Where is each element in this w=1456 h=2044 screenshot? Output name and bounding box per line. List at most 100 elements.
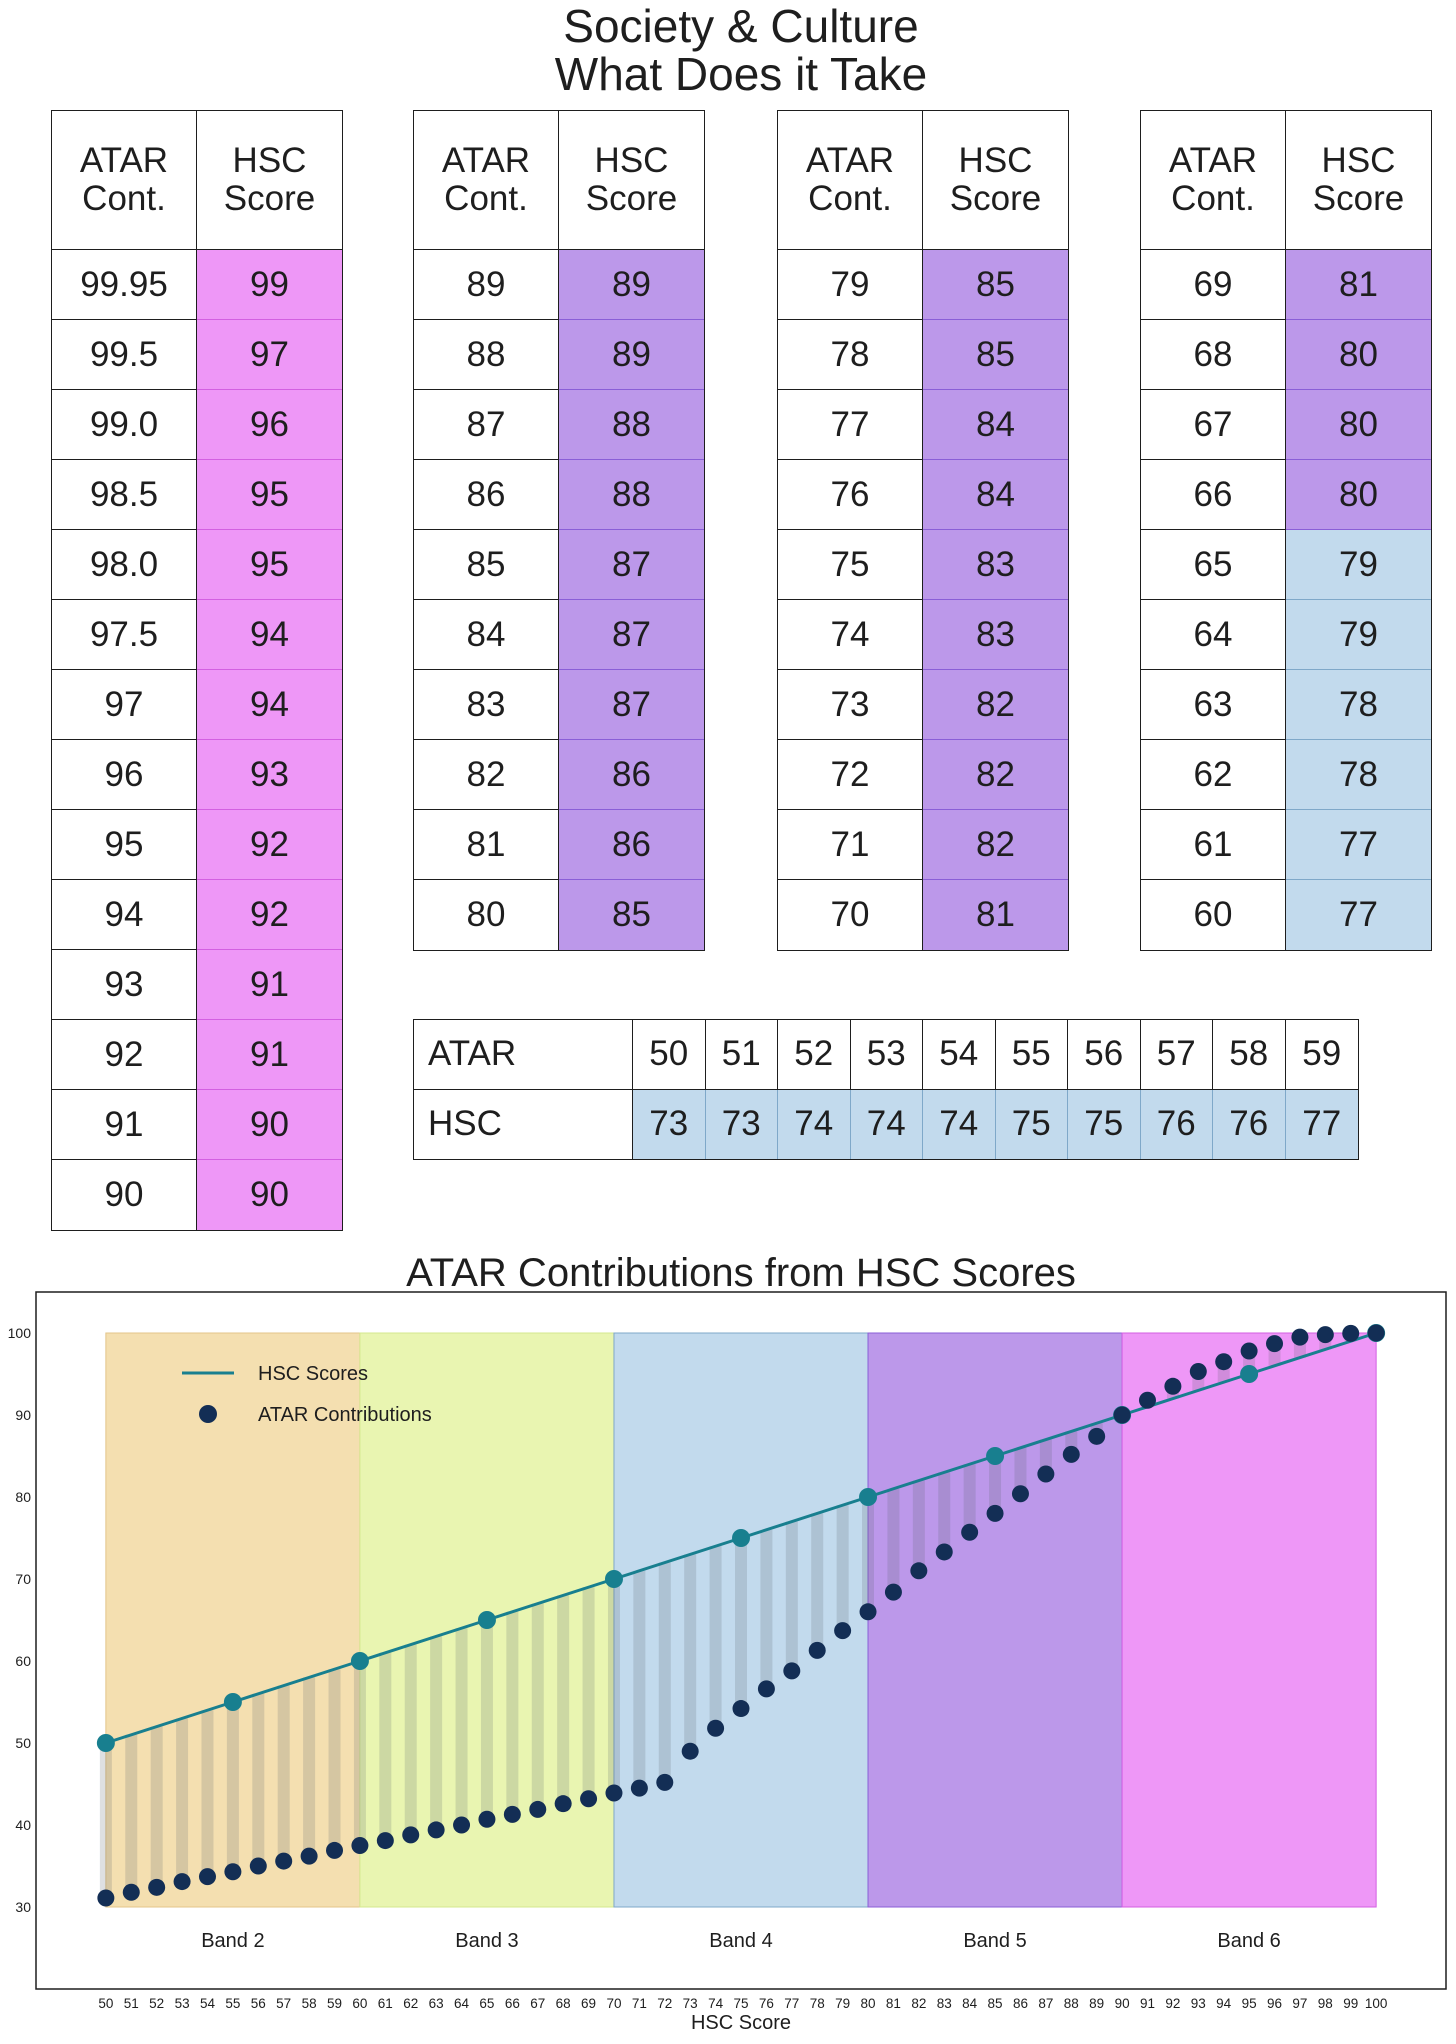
atar-contribution-dot — [503, 1805, 521, 1823]
atar-contribution-dot — [630, 1779, 648, 1797]
hsc-score-marker — [732, 1529, 750, 1547]
atar-value-cell: 59 — [1285, 1020, 1358, 1090]
hsc-score-cell: 83 — [923, 530, 1068, 600]
hsc-score-cell: 83 — [923, 600, 1068, 670]
hsc-value-cell: 77 — [1285, 1089, 1358, 1159]
header-atar-cont: ATAR Cont. — [414, 111, 559, 250]
atar-contribution-dot — [1291, 1328, 1309, 1346]
x-tick-label: 86 — [1013, 1996, 1028, 2011]
y-tick-label: 50 — [15, 1735, 31, 1751]
hsc-score-marker — [96, 1734, 115, 1752]
gap-bar — [557, 1595, 570, 1804]
atar-contribution-dot — [1189, 1363, 1207, 1381]
hsc-score-cell: 85 — [923, 320, 1068, 390]
hsc-score-cell: 78 — [1286, 670, 1431, 740]
atar-contribution-cell: 72 — [778, 740, 923, 810]
x-tick-label: 85 — [988, 1996, 1003, 2011]
x-tick-label: 100 — [1365, 1996, 1388, 2011]
band-label: Band 2 — [201, 1930, 264, 1952]
x-tick-label: 91 — [1140, 1996, 1155, 2011]
atar-contribution-dot — [859, 1603, 877, 1621]
atar-contribution-dot — [478, 1810, 496, 1828]
gap-bar — [150, 1726, 163, 1888]
x-tick-label: 64 — [454, 1996, 470, 2011]
hsc-score-marker — [1240, 1365, 1259, 1383]
hsc-score-cell: 82 — [923, 740, 1068, 810]
gap-bar — [99, 1743, 112, 1898]
y-tick-label: 40 — [15, 1817, 31, 1833]
atar-contribution-dot — [351, 1837, 369, 1854]
x-tick-label: 73 — [683, 1996, 698, 2011]
hsc-value-cell: 73 — [705, 1089, 778, 1159]
hsc-score-cell: 91 — [197, 950, 342, 1020]
atar-contribution-dot — [910, 1562, 928, 1580]
atar-contribution-dot — [1062, 1445, 1080, 1463]
gap-bar — [938, 1472, 951, 1552]
gap-bar — [506, 1611, 519, 1815]
hsc-score-cell: 84 — [923, 460, 1068, 530]
legend-label-atar-contributions: ATAR Contributions — [258, 1404, 432, 1426]
atar-contribution-cell: 94 — [52, 880, 197, 950]
atar-contribution-dot — [1088, 1427, 1106, 1445]
x-tick-label: 63 — [429, 1996, 444, 2011]
atar-contribution-cell: 99.95 — [52, 250, 197, 320]
hsc-value-cell: 76 — [1140, 1089, 1213, 1159]
x-tick-label: 50 — [98, 1996, 113, 2011]
atar-contribution-cell: 98.5 — [52, 460, 197, 530]
hsc-value-cell: 76 — [1213, 1089, 1286, 1159]
atar-contribution-dot — [1113, 1406, 1131, 1424]
legend-dot-swatch — [199, 1405, 217, 1423]
y-tick-label: 80 — [15, 1489, 31, 1505]
x-tick-label: 56 — [251, 1996, 266, 2011]
atar-value-cell: 53 — [850, 1020, 923, 1090]
gap-bar — [226, 1702, 239, 1872]
hsc-score-cell: 85 — [559, 880, 704, 950]
atar-contribution-cell: 61 — [1141, 810, 1286, 880]
hsc-score-cell: 86 — [559, 740, 704, 810]
atar-contribution-cell: 63 — [1141, 670, 1286, 740]
gap-bar — [785, 1521, 798, 1671]
hsc-score-cell: 80 — [1286, 390, 1431, 460]
hsc-score-cell: 87 — [559, 600, 704, 670]
x-tick-label: 77 — [784, 1996, 799, 2011]
hsc-score-cell: 94 — [197, 600, 342, 670]
atar-contribution-dot — [884, 1583, 902, 1601]
x-tick-label: 61 — [378, 1996, 393, 2011]
atar-contribution-dot — [935, 1543, 953, 1561]
atar-contribution-cell: 87 — [414, 390, 559, 460]
y-tick-label: 70 — [15, 1571, 31, 1587]
atar-contribution-dot — [1316, 1326, 1334, 1344]
x-tick-label: 88 — [1064, 1996, 1079, 2011]
x-tick-label: 97 — [1292, 1996, 1307, 2011]
x-tick-label: 68 — [556, 1996, 571, 2011]
atar-contribution-cell: 76 — [778, 460, 923, 530]
atar-contribution-dot — [198, 1868, 216, 1886]
x-tick-label: 54 — [200, 1996, 216, 2011]
hsc-value-cell: 75 — [1068, 1089, 1141, 1159]
y-tick-label: 100 — [8, 1325, 32, 1341]
header-hsc-score: HSC Score — [1286, 111, 1431, 250]
atar-contribution-cell: 74 — [778, 600, 923, 670]
atar-contribution-cell: 80 — [414, 880, 559, 950]
band-5-region — [867, 1332, 1123, 1908]
atar-contribution-dot — [732, 1700, 750, 1718]
atar-contribution-dot — [834, 1622, 852, 1640]
atar-contribution-cell: 85 — [414, 530, 559, 600]
x-tick-label: 60 — [352, 1996, 367, 2011]
atar-value-cell: 56 — [1068, 1020, 1141, 1090]
atar-value-cell: 51 — [705, 1020, 778, 1090]
gap-bar — [989, 1456, 1002, 1514]
atar-contribution-dot — [1367, 1324, 1385, 1342]
gap-bar — [303, 1677, 316, 1857]
hsc-score-cell: 77 — [1286, 880, 1431, 950]
atar-contribution-dot — [97, 1889, 115, 1907]
x-tick-label: 93 — [1191, 1996, 1206, 2011]
header-atar-cont: ATAR Cont. — [52, 111, 197, 250]
gap-bar — [404, 1644, 417, 1835]
hsc-score-cell: 94 — [197, 670, 342, 740]
atar-contribution-cell: 77 — [778, 390, 923, 460]
hsc-score-cell: 90 — [197, 1160, 342, 1230]
gap-bar — [1039, 1439, 1052, 1475]
hsc-score-cell: 79 — [1286, 600, 1431, 670]
hsc-score-marker — [859, 1488, 878, 1506]
